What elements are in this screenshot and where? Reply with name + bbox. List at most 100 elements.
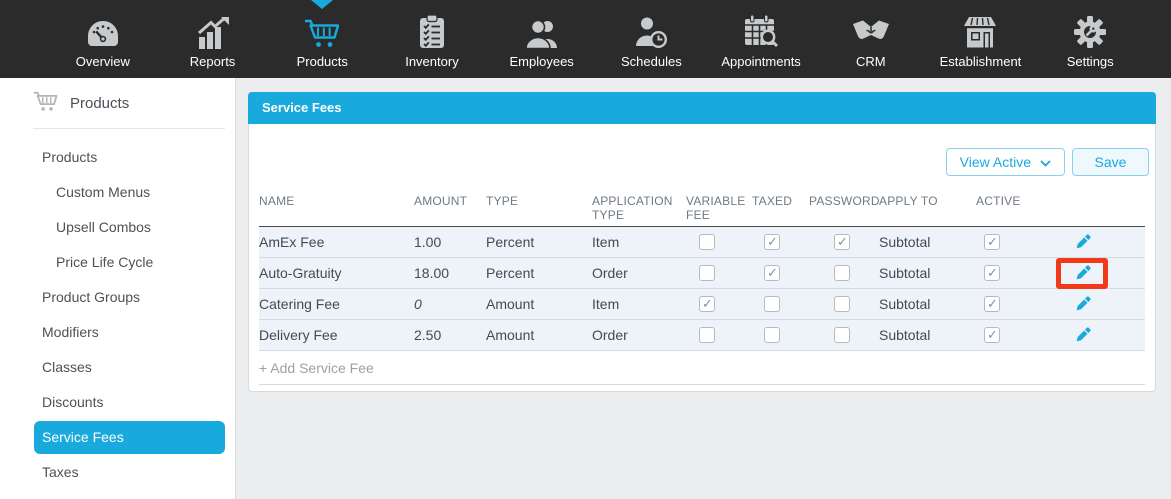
nav-item-label: CRM xyxy=(855,54,886,69)
col-header-amount: AMOUNT xyxy=(414,194,468,208)
nav-item-label: Employees xyxy=(509,54,574,69)
fee-apply-to: Subtotal xyxy=(879,296,931,312)
col-header-password: PASSWORD xyxy=(809,194,879,208)
table-header-row: NAME AMOUNT TYPE APPLICATION TYPE VARIAB… xyxy=(259,194,1145,227)
nav-item-settings[interactable]: Settings xyxy=(1035,0,1145,78)
nav-item-overview[interactable]: Overview xyxy=(48,0,158,78)
service-fees-panel: Service Fees View Active Save NAME AMOUN… xyxy=(248,92,1156,392)
nav-item-label: Reports xyxy=(189,54,236,69)
calendar-search-icon xyxy=(743,7,779,49)
pencil-icon[interactable] xyxy=(1075,234,1091,250)
pencil-icon[interactable] xyxy=(1075,296,1091,312)
active-checkbox[interactable] xyxy=(984,327,1000,343)
password-checkbox[interactable] xyxy=(834,327,850,343)
nav-item-schedules[interactable]: Schedules xyxy=(597,0,707,78)
nav-item-crm[interactable]: CRM xyxy=(816,0,926,78)
table-row: Auto-Gratuity 18.00 Percent Order Subtot… xyxy=(259,258,1145,289)
bar-chart-icon xyxy=(196,7,230,49)
chevron-down-icon xyxy=(1040,154,1051,170)
sidebar-item-price-life-cycle[interactable]: Price Life Cycle xyxy=(56,254,154,270)
nav-item-label: Appointments xyxy=(721,54,801,69)
password-checkbox[interactable] xyxy=(834,265,850,281)
storefront-icon xyxy=(963,7,997,49)
nav-item-appointments[interactable]: Appointments xyxy=(706,0,816,78)
sidebar: Products Products Custom Menus Upsell Co… xyxy=(0,78,236,499)
variable-fee-checkbox[interactable] xyxy=(699,234,715,250)
nav-item-label: Inventory xyxy=(405,54,459,69)
view-active-dropdown[interactable]: View Active xyxy=(945,148,1065,176)
fee-name: AmEx Fee xyxy=(259,234,325,250)
service-fees-table: NAME AMOUNT TYPE APPLICATION TYPE VARIAB… xyxy=(259,194,1145,385)
taxed-checkbox[interactable] xyxy=(764,296,780,312)
active-checkbox[interactable] xyxy=(984,234,1000,250)
fee-apply-to: Subtotal xyxy=(879,327,931,343)
panel-toolbar: View Active Save xyxy=(945,148,1149,176)
nav-item-establishment[interactable]: Establishment xyxy=(926,0,1036,78)
sidebar-item-custom-menus[interactable]: Custom Menus xyxy=(56,184,151,200)
pencil-icon[interactable] xyxy=(1075,265,1091,281)
password-checkbox[interactable] xyxy=(834,234,850,250)
fee-amount: 0 xyxy=(414,296,422,312)
fee-amount: 18.00 xyxy=(414,265,450,281)
sidebar-item-modifiers[interactable]: Modifiers xyxy=(42,324,99,340)
sidebar-item-upsell-combos[interactable]: Upsell Combos xyxy=(56,219,151,235)
fee-name: Catering Fee xyxy=(259,296,340,312)
nav-item-label: Settings xyxy=(1066,54,1114,69)
sidebar-item-products[interactable]: Products xyxy=(42,149,98,165)
nav-item-inventory[interactable]: Inventory xyxy=(377,0,487,78)
people-icon xyxy=(524,7,560,49)
fee-amount: 2.50 xyxy=(414,327,442,343)
fee-name: Delivery Fee xyxy=(259,327,338,343)
col-header-name: NAME xyxy=(259,194,295,208)
col-header-application-type: APPLICATION TYPE xyxy=(592,194,673,222)
variable-fee-checkbox[interactable] xyxy=(699,296,715,312)
fee-type: Amount xyxy=(486,327,535,343)
active-checkbox[interactable] xyxy=(984,265,1000,281)
sidebar-header: Products xyxy=(0,78,235,128)
fee-type: Percent xyxy=(486,265,535,281)
taxed-checkbox[interactable] xyxy=(764,234,780,250)
variable-fee-checkbox[interactable] xyxy=(699,327,715,343)
gear-wrench-icon xyxy=(1073,7,1107,49)
active-checkbox[interactable] xyxy=(984,296,1000,312)
nav-item-label: Establishment xyxy=(939,54,1022,69)
person-clock-icon xyxy=(634,7,668,49)
save-button[interactable]: Save xyxy=(1072,148,1149,176)
sidebar-title: Products xyxy=(70,94,130,112)
fee-application-type: Item xyxy=(592,296,620,312)
table-row: Catering Fee 0 Amount Item Subtotal xyxy=(259,289,1145,320)
col-header-apply-to: APPLY TO xyxy=(879,194,938,208)
table-row: Delivery Fee 2.50 Amount Order Subtotal xyxy=(259,320,1145,351)
col-header-active: ACTIVE xyxy=(976,194,1021,208)
cart-icon xyxy=(304,7,340,49)
taxed-checkbox[interactable] xyxy=(764,327,780,343)
gauge-icon xyxy=(86,7,120,49)
sidebar-item-taxes[interactable]: Taxes xyxy=(42,464,79,480)
sidebar-item-discounts[interactable]: Discounts xyxy=(42,394,104,410)
add-service-fee-link[interactable]: + Add Service Fee xyxy=(259,351,1145,385)
clipboard-icon xyxy=(418,7,446,49)
view-active-label: View Active xyxy=(959,154,1031,170)
nav-item-reports[interactable]: Reports xyxy=(158,0,268,78)
divider xyxy=(33,128,225,129)
pencil-icon[interactable] xyxy=(1075,327,1091,343)
fee-type: Amount xyxy=(486,296,535,312)
fee-application-type: Order xyxy=(592,265,628,281)
col-header-taxed: TAXED xyxy=(752,194,793,208)
sidebar-item-product-groups[interactable]: Product Groups xyxy=(42,289,141,305)
sidebar-item-service-fees[interactable]: Service Fees xyxy=(34,421,225,454)
taxed-checkbox[interactable] xyxy=(764,265,780,281)
fee-apply-to: Subtotal xyxy=(879,265,931,281)
nav-item-label: Products xyxy=(296,54,348,69)
fee-apply-to: Subtotal xyxy=(879,234,931,250)
nav-item-employees[interactable]: Employees xyxy=(487,0,597,78)
password-checkbox[interactable] xyxy=(834,296,850,312)
nav-item-products[interactable]: Products xyxy=(267,0,377,78)
sidebar-item-classes[interactable]: Classes xyxy=(42,359,92,375)
variable-fee-checkbox[interactable] xyxy=(699,265,715,281)
sidebar-list: Products Custom Menus Upsell Combos Pric… xyxy=(0,129,235,490)
active-tab-indicator xyxy=(311,0,334,9)
fee-application-type: Item xyxy=(592,234,620,250)
nav-item-label: Schedules xyxy=(621,54,682,69)
table-row: AmEx Fee 1.00 Percent Item Subtotal xyxy=(259,227,1145,258)
